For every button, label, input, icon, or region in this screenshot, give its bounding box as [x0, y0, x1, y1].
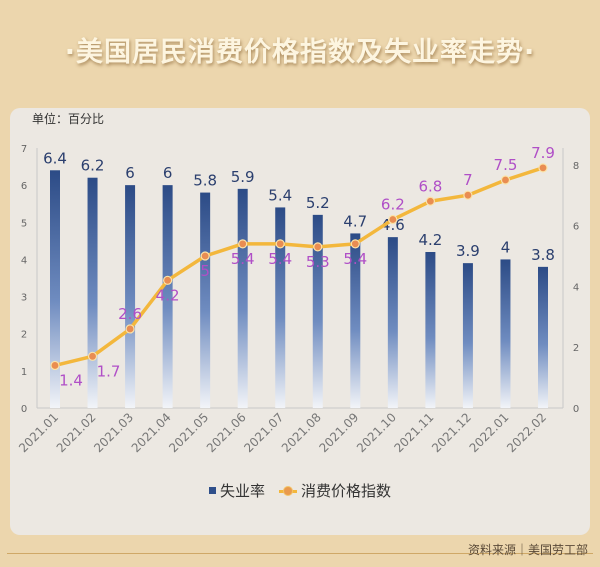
- cpi-line: [54, 166, 544, 368]
- legend: 失业率 消费价格指数: [0, 480, 600, 501]
- x-tick-label: 2021.03: [91, 410, 136, 455]
- right-tick-label: 0: [573, 404, 579, 415]
- left-tick-label: 5: [21, 218, 27, 229]
- cpi-value-label: 5.4: [231, 250, 255, 268]
- bar-unemployment: [500, 259, 511, 408]
- bar-value-label: 4: [501, 238, 511, 256]
- x-tick-label: 2021.07: [241, 410, 286, 455]
- bar-value-label: 3.9: [456, 242, 480, 260]
- cpi-value-label: 2.6: [118, 305, 142, 323]
- cpi-point: [238, 239, 248, 249]
- legend-bar-swatch-icon: [208, 487, 216, 494]
- bar-value-label: 4.2: [418, 231, 442, 249]
- bar-unemployment: [462, 263, 473, 408]
- bar-value-label: 6: [125, 164, 135, 182]
- legend-line-label: 消费价格指数: [301, 482, 392, 500]
- left-tick-label: 0: [21, 404, 27, 415]
- cpi-value-label: 1.4: [59, 371, 83, 389]
- bar-value-label: 4.7: [343, 212, 367, 230]
- cpi-point: [538, 163, 548, 173]
- cpi-point: [50, 360, 60, 371]
- bar-unemployment: [275, 207, 286, 408]
- right-tick-label: 8: [573, 161, 579, 172]
- bar-value-label: 5.4: [268, 186, 292, 204]
- x-tick-label: 2021.10: [354, 410, 399, 455]
- x-tick-label: 2022.02: [504, 410, 549, 455]
- chart-title: ·美国居民消费价格指数及失业率走势·: [64, 37, 536, 68]
- right-tick-label: 4: [573, 282, 579, 293]
- bar-unemployment: [50, 170, 60, 408]
- cpi-point: [425, 196, 435, 206]
- x-tick-label: 2021.02: [54, 410, 99, 455]
- cpi-point: [350, 239, 360, 249]
- x-tick-label: 2021.04: [129, 410, 174, 455]
- source-note: 资料来源｜美国劳工部: [467, 543, 588, 557]
- chart-panel: [10, 108, 590, 535]
- bar-unemployment: [538, 266, 548, 408]
- cpi-value-label: 7.9: [531, 144, 555, 162]
- cpi-value-label: 7: [463, 171, 473, 189]
- cpi-value-label: 5.4: [268, 250, 292, 268]
- cpi-value-label: 5: [200, 262, 210, 280]
- bar-unemployment: [237, 188, 248, 408]
- bar-unemployment: [200, 192, 211, 408]
- cpi-value-label: 1.7: [97, 362, 121, 380]
- bar-value-label: 5.2: [306, 194, 330, 212]
- left-tick-label: 1: [21, 367, 27, 378]
- cpi-point: [500, 175, 511, 185]
- right-tick-label: 6: [573, 222, 579, 233]
- left-tick-label: 2: [21, 330, 27, 341]
- cpi-point: [163, 275, 173, 285]
- right-tick-label: 2: [573, 343, 579, 354]
- x-tick-label: 2021.09: [316, 410, 361, 455]
- bar-unemployment: [162, 185, 173, 408]
- bar-unemployment: [312, 214, 323, 408]
- bar-value-label: 4.6: [381, 216, 405, 234]
- x-tick-label: 2021.06: [204, 410, 249, 455]
- bar-value-label: 6: [163, 164, 173, 182]
- bar-unemployment: [350, 233, 361, 408]
- cpi-value-label: 6.8: [418, 177, 442, 195]
- bar-value-label: 3.8: [531, 246, 555, 264]
- cpi-value-label: 5.3: [306, 253, 330, 271]
- bar-unemployment: [425, 252, 436, 408]
- x-tick-label: 2021.08: [279, 410, 324, 455]
- x-tick-label: 2022.01: [467, 410, 512, 455]
- x-tick-label: 2021.05: [166, 410, 211, 455]
- cpi-point: [388, 214, 398, 225]
- legend-line-swatch-icon: [279, 485, 297, 496]
- cpi-point: [125, 324, 135, 334]
- left-tick-label: 7: [21, 144, 27, 155]
- cpi-point: [313, 242, 323, 252]
- cpi-point: [200, 251, 210, 261]
- cpi-point: [275, 239, 285, 249]
- left-tick-label: 6: [21, 181, 27, 192]
- bar-unemployment: [387, 237, 398, 408]
- x-tick-label: 2021.12: [429, 410, 474, 455]
- legend-bar-label: 失业率: [219, 482, 265, 500]
- bar-unemployment: [87, 177, 98, 408]
- left-tick-label: 3: [21, 293, 27, 304]
- x-tick-label: 2021.11: [392, 410, 437, 455]
- bar-value-label: 6.4: [43, 149, 67, 167]
- cpi-value-label: 7.5: [494, 156, 518, 174]
- cpi-value-label: 4.2: [156, 286, 180, 304]
- bar-value-label: 5.9: [231, 168, 255, 186]
- x-tick-label: 2021.01: [16, 410, 61, 455]
- cpi-value-label: 6.2: [381, 196, 405, 214]
- bar-value-label: 6.2: [81, 157, 105, 175]
- bar-unemployment: [125, 185, 136, 408]
- footer-divider: [7, 553, 593, 554]
- bar-value-label: 5.8: [193, 172, 217, 190]
- cpi-point: [87, 351, 98, 361]
- left-tick-label: 4: [21, 255, 27, 266]
- cpi-value-label: 5.4: [343, 250, 367, 268]
- unit-label: 单位：百分比: [32, 112, 105, 126]
- cpi-point: [463, 190, 473, 200]
